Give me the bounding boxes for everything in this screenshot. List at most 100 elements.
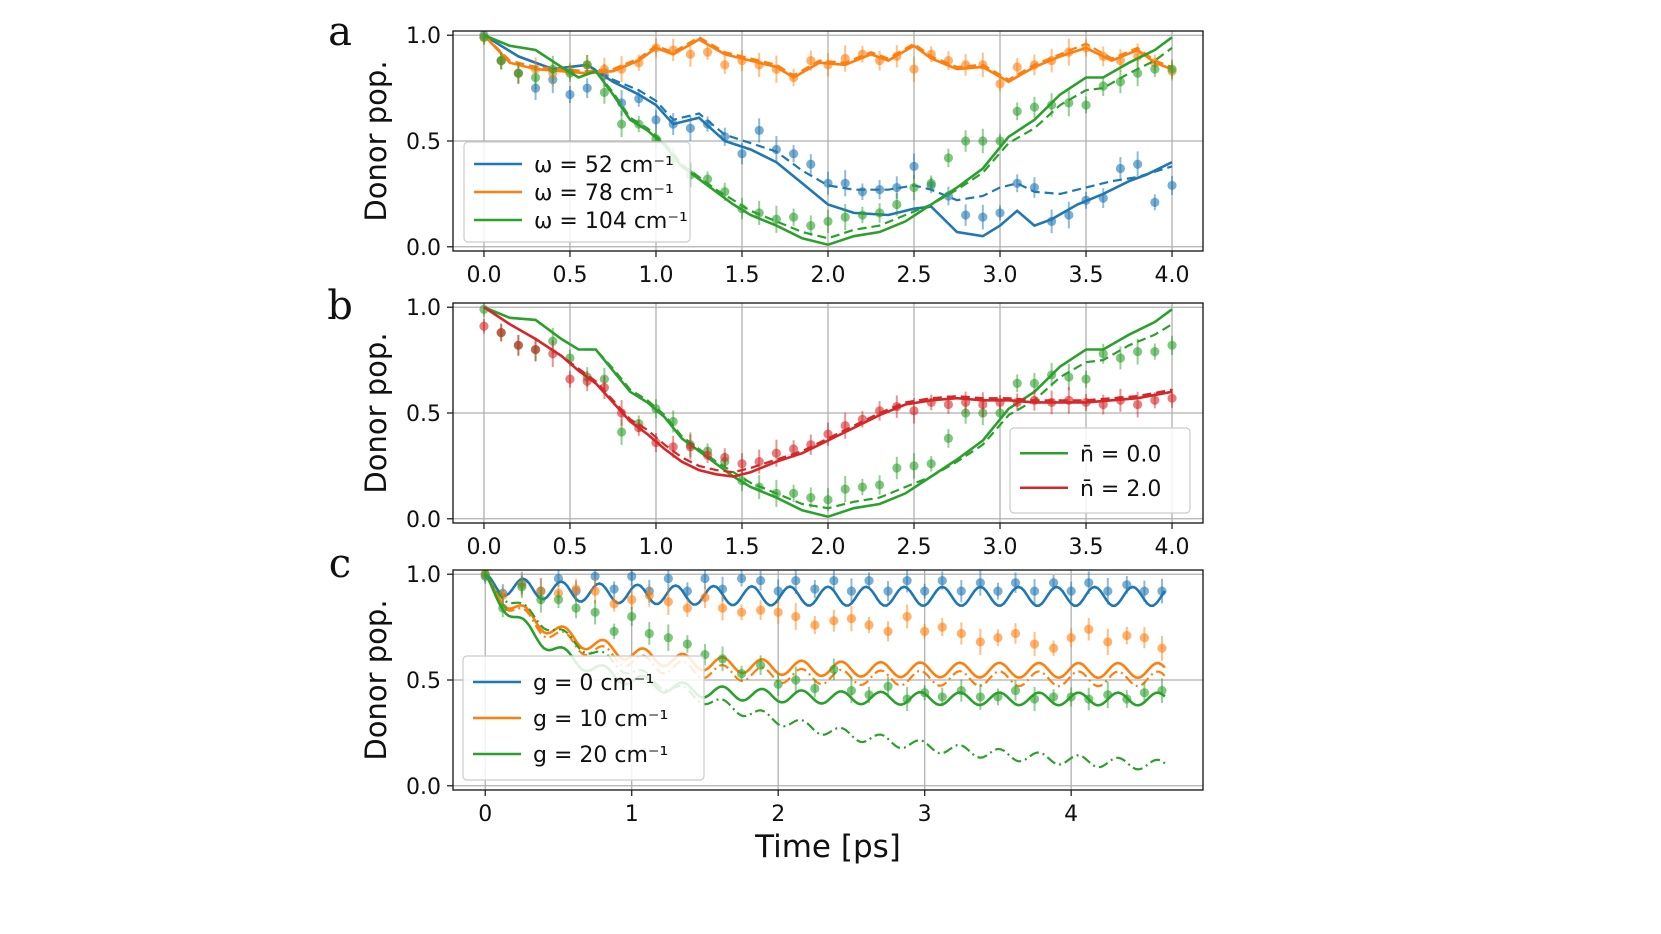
data-point bbox=[1010, 628, 1021, 639]
data-point bbox=[702, 47, 713, 57]
data-point bbox=[806, 56, 816, 66]
x-tick-label: 2.0 bbox=[811, 263, 846, 288]
data-point bbox=[1150, 64, 1160, 74]
data-point bbox=[553, 595, 564, 605]
series-line bbox=[483, 306, 1173, 478]
data-point bbox=[937, 575, 947, 586]
axes-frame bbox=[452, 302, 1204, 524]
series-dashed-line bbox=[483, 306, 1173, 474]
data-point bbox=[788, 444, 799, 454]
data-point bbox=[1081, 100, 1091, 110]
data-point bbox=[943, 433, 954, 443]
data-point bbox=[1010, 578, 1021, 588]
data-point bbox=[1048, 692, 1059, 702]
data-point bbox=[571, 584, 581, 594]
data-point bbox=[651, 115, 661, 125]
x-tick-label: 1.5 bbox=[724, 535, 759, 560]
x-tick-label: 3.0 bbox=[983, 263, 1018, 288]
x-tick-label: 0.5 bbox=[552, 535, 587, 560]
series-dashed-line bbox=[483, 34, 1173, 81]
legend-frame bbox=[463, 141, 691, 243]
plot-area bbox=[479, 303, 1177, 519]
data-point bbox=[517, 582, 527, 592]
data-point bbox=[1066, 633, 1076, 643]
data-point bbox=[616, 119, 627, 129]
data-point bbox=[864, 575, 874, 586]
axes-frame bbox=[452, 569, 1204, 791]
data-point bbox=[961, 210, 971, 220]
plot-area bbox=[480, 570, 1167, 771]
x-tick-label: 1.0 bbox=[638, 263, 673, 288]
data-point bbox=[1081, 374, 1091, 384]
data-point bbox=[609, 599, 619, 609]
data-point bbox=[892, 182, 902, 193]
panel-letter: a bbox=[328, 9, 352, 55]
data-point bbox=[909, 182, 919, 193]
data-point bbox=[1047, 100, 1057, 110]
data-point bbox=[892, 463, 902, 473]
x-tick-label: 3.5 bbox=[1069, 535, 1104, 560]
data-point bbox=[582, 60, 592, 70]
data-point bbox=[773, 679, 783, 689]
y-tick-label: 1.0 bbox=[406, 296, 441, 321]
series-line bbox=[483, 34, 1173, 84]
data-point bbox=[975, 637, 985, 647]
data-point bbox=[736, 669, 747, 679]
x-tick-label: 3.0 bbox=[983, 535, 1018, 560]
series-dashed-line bbox=[483, 34, 1173, 202]
data-point bbox=[902, 575, 912, 586]
series-line bbox=[483, 34, 1173, 238]
y-axis-label: Donor pop. bbox=[359, 332, 393, 493]
y-axis-label: Donor pop. bbox=[359, 60, 393, 221]
data-point bbox=[1029, 378, 1040, 388]
data-point bbox=[616, 427, 627, 437]
data-point bbox=[926, 459, 936, 469]
data-point bbox=[926, 178, 936, 188]
data-point bbox=[875, 185, 885, 195]
legend-label: n̄ = 0.0 bbox=[1080, 442, 1161, 467]
data-point bbox=[644, 628, 654, 639]
data-point bbox=[846, 586, 857, 596]
y-tick-label: 1.0 bbox=[406, 24, 441, 49]
data-point bbox=[1064, 372, 1074, 382]
data-point bbox=[754, 457, 764, 467]
data-point bbox=[810, 683, 820, 694]
x-tick-label: 0.0 bbox=[466, 535, 501, 560]
data-point bbox=[1029, 102, 1040, 112]
data-point bbox=[840, 212, 850, 222]
data-point bbox=[823, 495, 833, 505]
data-point bbox=[875, 480, 885, 490]
data-point bbox=[513, 340, 523, 350]
series-dashdot-line bbox=[484, 573, 1166, 771]
data-point bbox=[846, 614, 857, 624]
data-point bbox=[791, 675, 801, 685]
data-point bbox=[754, 208, 764, 218]
data-point bbox=[1029, 639, 1040, 649]
series-line bbox=[483, 305, 1173, 519]
data-point bbox=[883, 626, 893, 636]
data-point bbox=[685, 123, 695, 133]
data-point bbox=[937, 622, 947, 632]
series-2 bbox=[479, 31, 1177, 247]
data-point bbox=[1084, 578, 1094, 588]
data-point bbox=[909, 406, 919, 416]
data-point bbox=[754, 125, 764, 136]
data-point bbox=[993, 633, 1003, 643]
legend: n̄ = 0.0 n̄ = 2.0 bbox=[1009, 427, 1191, 514]
axes-frame bbox=[452, 30, 1204, 252]
data-point bbox=[1066, 586, 1076, 596]
data-point bbox=[995, 208, 1005, 218]
x-tick-label: 3 bbox=[918, 802, 932, 827]
data-point bbox=[1103, 637, 1113, 647]
data-point bbox=[902, 694, 912, 704]
data-point bbox=[1139, 586, 1150, 596]
data-point bbox=[978, 399, 988, 410]
data-point bbox=[1064, 210, 1074, 220]
data-point bbox=[496, 328, 506, 338]
data-point bbox=[943, 399, 954, 410]
x-axis-label: Time [ps] bbox=[754, 829, 901, 865]
series-line bbox=[484, 573, 1166, 607]
data-point bbox=[909, 161, 919, 171]
